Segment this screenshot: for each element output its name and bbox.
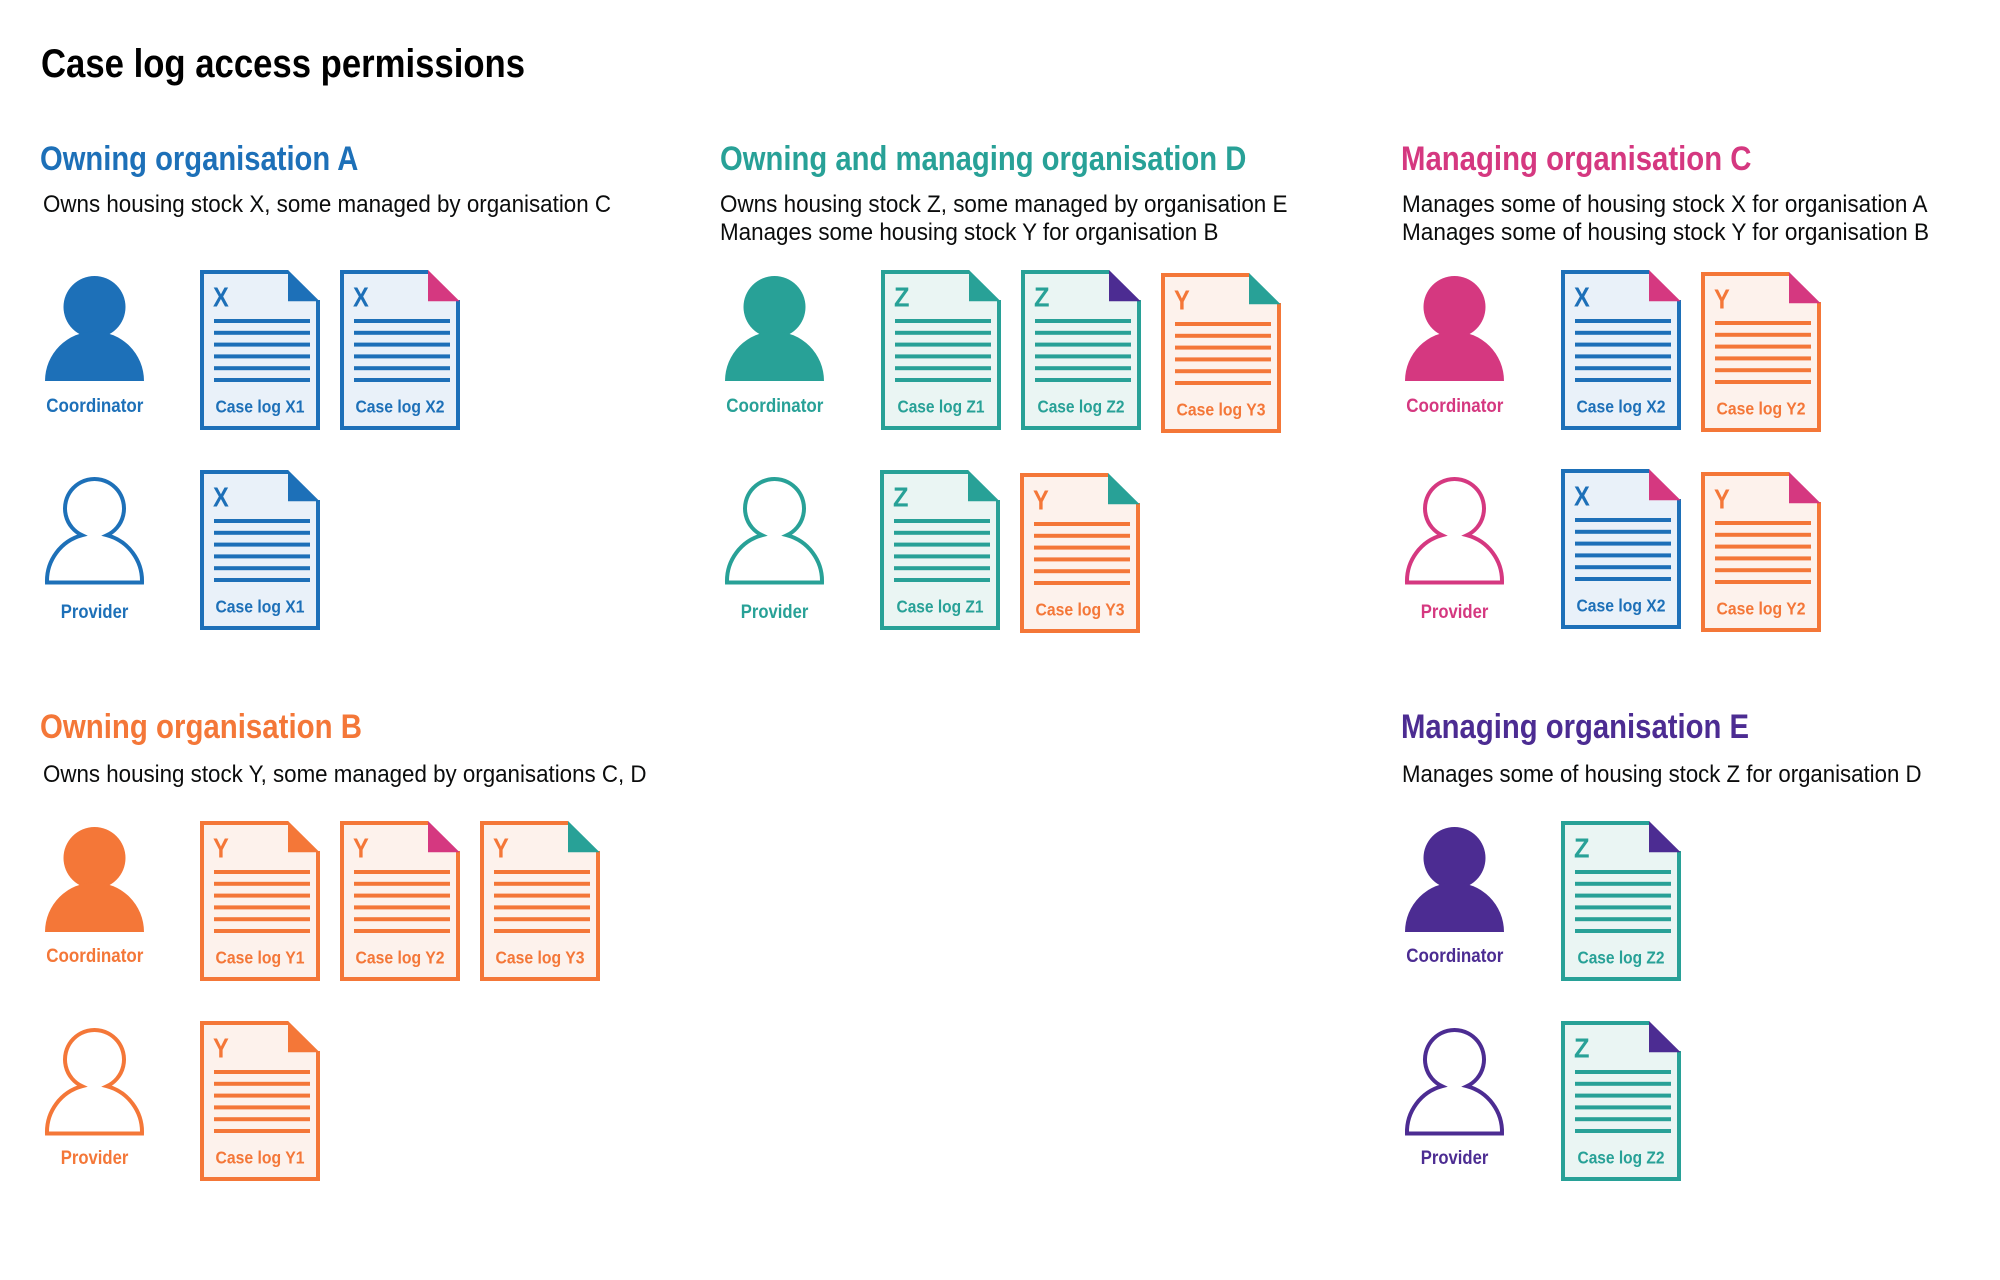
svg-text:Case log X2: Case log X2 <box>1576 596 1665 616</box>
svg-text:Case log Z2: Case log Z2 <box>1037 397 1124 417</box>
svg-text:Case log Y1: Case log Y1 <box>215 947 304 967</box>
svg-text:Y: Y <box>353 833 369 863</box>
svg-text:Y: Y <box>1714 484 1730 514</box>
svg-text:Z: Z <box>893 481 908 512</box>
svg-text:Z: Z <box>1574 1032 1589 1063</box>
svg-text:Y: Y <box>213 833 229 863</box>
svg-text:Case log Y3: Case log Y3 <box>1035 600 1124 620</box>
svg-text:X: X <box>213 283 229 313</box>
svg-text:Y: Y <box>1174 285 1190 315</box>
svg-text:X: X <box>213 483 229 513</box>
svg-text:Case log Z1: Case log Z1 <box>897 597 984 617</box>
svg-text:Case log Z2: Case log Z2 <box>1577 947 1664 967</box>
svg-text:Case log Y1: Case log Y1 <box>215 1148 304 1168</box>
svg-text:Case log Y3: Case log Y3 <box>495 947 584 967</box>
svg-text:Y: Y <box>493 833 509 863</box>
svg-text:Y: Y <box>213 1034 229 1064</box>
svg-text:Case log X1: Case log X1 <box>215 597 304 617</box>
svg-text:Y: Y <box>1033 486 1049 516</box>
svg-text:Case log Z1: Case log Z1 <box>897 397 984 417</box>
svg-text:Case log Z2: Case log Z2 <box>1577 1148 1664 1168</box>
svg-text:Case log Y3: Case log Y3 <box>1176 399 1265 419</box>
svg-text:Case log Y2: Case log Y2 <box>355 947 444 967</box>
svg-text:Case log X2: Case log X2 <box>355 397 444 417</box>
svg-text:X: X <box>353 283 369 313</box>
svg-text:Case log X2: Case log X2 <box>1576 396 1665 416</box>
svg-text:Case log X1: Case log X1 <box>215 397 304 417</box>
svg-text:X: X <box>1574 482 1590 512</box>
svg-text:Y: Y <box>1714 285 1730 315</box>
svg-text:Case log Y2: Case log Y2 <box>1716 598 1805 618</box>
svg-text:Z: Z <box>1034 281 1049 312</box>
svg-text:Z: Z <box>1574 832 1589 863</box>
svg-text:Case log Y2: Case log Y2 <box>1716 399 1805 419</box>
svg-text:Z: Z <box>894 281 909 312</box>
svg-text:X: X <box>1574 282 1590 312</box>
